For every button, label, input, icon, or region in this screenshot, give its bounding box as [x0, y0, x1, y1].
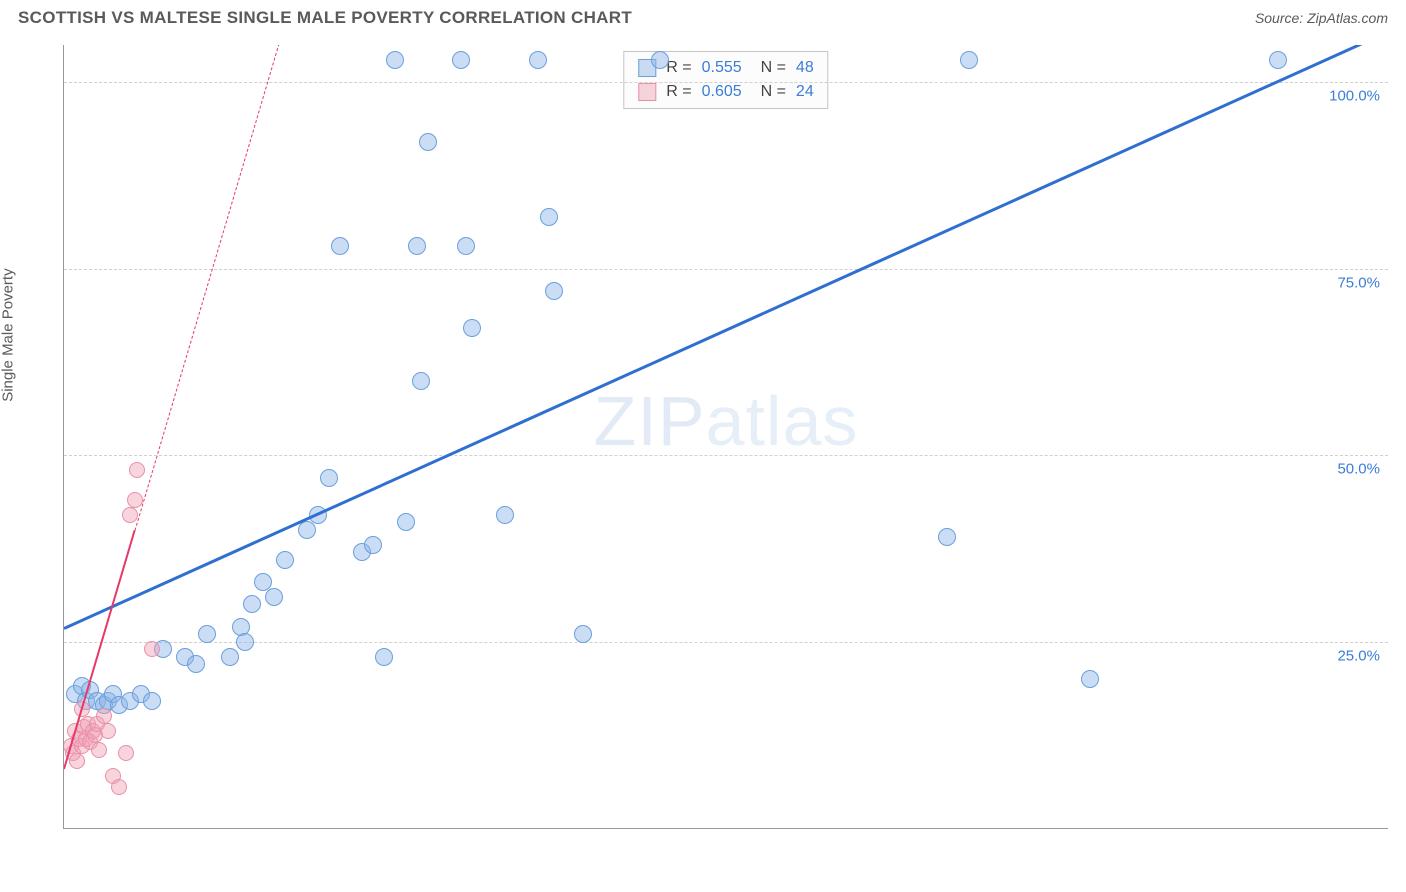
data-point-scottish	[364, 536, 382, 554]
data-point-scottish	[236, 633, 254, 651]
data-point-maltese	[127, 492, 143, 508]
plot-region: ZIPatlas R = 0.555 N = 48R = 0.605 N = 2…	[63, 45, 1388, 829]
data-point-scottish	[529, 51, 547, 69]
data-point-scottish	[187, 655, 205, 673]
trend-line	[63, 45, 1388, 630]
data-point-scottish	[1269, 51, 1287, 69]
data-point-scottish	[1081, 670, 1099, 688]
x-tick	[64, 828, 65, 829]
x-tick	[505, 828, 506, 829]
x-tick	[395, 828, 396, 829]
chart-area: Single Male Poverty ZIPatlas R = 0.555 N…	[18, 45, 1388, 874]
gridline	[64, 455, 1388, 456]
chart-header: SCOTTISH VS MALTESE SINGLE MALE POVERTY …	[0, 0, 1406, 32]
data-point-scottish	[320, 469, 338, 487]
data-point-maltese	[129, 462, 145, 478]
x-tick	[726, 828, 727, 829]
chart-title: SCOTTISH VS MALTESE SINGLE MALE POVERTY …	[18, 8, 632, 28]
stat-n-label: N =	[752, 56, 786, 80]
gridline	[64, 82, 1388, 83]
stat-n-value: 24	[796, 80, 814, 104]
stat-r-value: 0.605	[702, 80, 742, 104]
x-tick	[1057, 828, 1058, 829]
data-point-scottish	[938, 528, 956, 546]
y-axis-label: Single Male Poverty	[0, 268, 17, 401]
data-point-scottish	[243, 595, 261, 613]
x-tick	[1167, 828, 1168, 829]
gridline	[64, 642, 1388, 643]
data-point-scottish	[457, 237, 475, 255]
chart-source: Source: ZipAtlas.com	[1255, 10, 1388, 26]
stat-n-label: N =	[752, 80, 786, 104]
watermark: ZIPatlas	[594, 381, 859, 461]
data-point-scottish	[408, 237, 426, 255]
y-tick-label: 100.0%	[1329, 88, 1380, 105]
data-point-maltese	[111, 779, 127, 795]
y-tick-label: 50.0%	[1337, 461, 1380, 478]
data-point-scottish	[419, 133, 437, 151]
data-point-maltese	[122, 507, 138, 523]
data-point-scottish	[463, 319, 481, 337]
data-point-maltese	[91, 742, 107, 758]
data-point-maltese	[144, 641, 160, 657]
data-point-scottish	[545, 282, 563, 300]
data-point-scottish	[265, 588, 283, 606]
stat-r-label: R =	[666, 80, 691, 104]
data-point-maltese	[96, 708, 112, 724]
x-tick	[1278, 828, 1279, 829]
x-tick	[947, 828, 948, 829]
data-point-scottish	[221, 648, 239, 666]
data-point-maltese	[118, 745, 134, 761]
data-point-scottish	[452, 51, 470, 69]
y-tick-label: 75.0%	[1337, 274, 1380, 291]
data-point-scottish	[496, 506, 514, 524]
data-point-scottish	[331, 237, 349, 255]
data-point-maltese	[100, 723, 116, 739]
x-tick	[836, 828, 837, 829]
data-point-scottish	[198, 625, 216, 643]
legend-swatch	[638, 83, 656, 101]
stats-legend-row: R = 0.605 N = 24	[624, 80, 827, 104]
stat-n-value: 48	[796, 56, 814, 80]
data-point-scottish	[397, 513, 415, 531]
data-point-scottish	[540, 208, 558, 226]
data-point-scottish	[375, 648, 393, 666]
x-tick	[616, 828, 617, 829]
data-point-scottish	[574, 625, 592, 643]
x-tick	[285, 828, 286, 829]
data-point-scottish	[143, 692, 161, 710]
data-point-maltese	[69, 753, 85, 769]
y-tick-label: 25.0%	[1337, 647, 1380, 664]
data-point-scottish	[651, 51, 669, 69]
trend-line	[134, 45, 340, 530]
data-point-scottish	[276, 551, 294, 569]
stat-r-value: 0.555	[702, 56, 742, 80]
stat-r-label: R =	[666, 56, 691, 80]
gridline	[64, 269, 1388, 270]
x-tick	[174, 828, 175, 829]
data-point-scottish	[386, 51, 404, 69]
data-point-scottish	[412, 372, 430, 390]
data-point-scottish	[960, 51, 978, 69]
